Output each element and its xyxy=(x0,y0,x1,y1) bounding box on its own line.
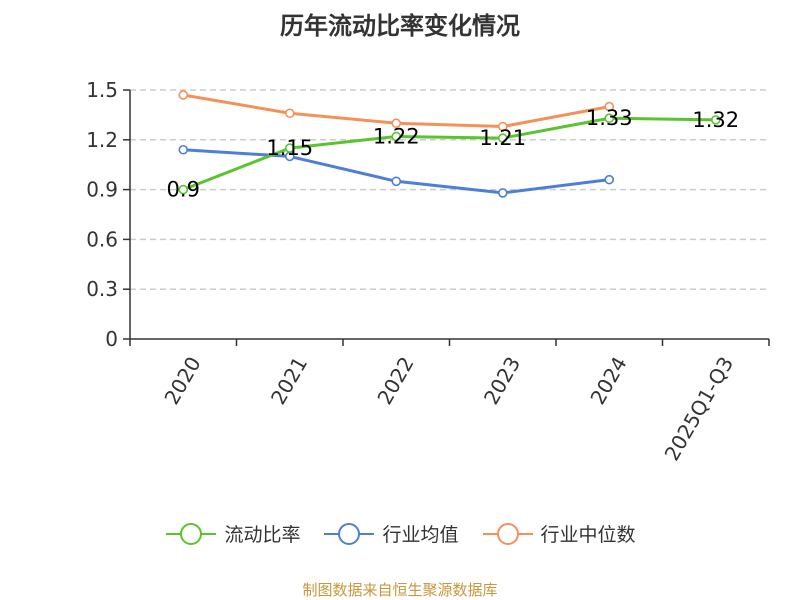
y-tick-label: 0.3 xyxy=(86,277,118,301)
x-tick-label: 2022 xyxy=(372,353,418,409)
y-tick-label: 1.2 xyxy=(86,128,118,152)
data-point[interactable] xyxy=(391,176,402,187)
legend-line-marker-icon xyxy=(324,522,375,545)
data-point[interactable] xyxy=(284,143,295,153)
data-label: 1.33 xyxy=(586,106,633,130)
y-tick-label: 0.6 xyxy=(86,227,118,251)
series-line-1 xyxy=(183,148,610,195)
legend-label: 流动比率 xyxy=(224,524,301,546)
x-tick-label: 2025Q1-Q3 xyxy=(660,353,739,465)
series-line-0 xyxy=(182,116,716,191)
data-point[interactable] xyxy=(391,118,402,128)
data-point[interactable] xyxy=(178,144,189,155)
data-source-note: 制图数据来自恒生聚源数据库 xyxy=(302,581,498,599)
data-point[interactable] xyxy=(178,184,189,195)
data-label: 1.22 xyxy=(373,124,420,148)
data-point[interactable] xyxy=(604,174,615,185)
data-point[interactable] xyxy=(604,113,615,124)
data-point[interactable] xyxy=(710,115,721,125)
x-tick-label: 2020 xyxy=(159,353,205,409)
data-point[interactable] xyxy=(178,90,189,100)
y-tick-label: 1.5 xyxy=(86,78,118,102)
x-tick-label: 2023 xyxy=(479,353,525,409)
data-label: 1.15 xyxy=(266,136,313,160)
legend-item-2[interactable]: 行业中位数 xyxy=(481,520,636,547)
data-point[interactable] xyxy=(497,133,508,143)
data-point[interactable] xyxy=(391,131,402,142)
chart-title: 历年流动比率变化情况 xyxy=(280,12,520,40)
legend-label: 行业中位数 xyxy=(540,524,636,546)
legend-line-marker-icon xyxy=(166,522,217,545)
data-point[interactable] xyxy=(604,101,615,112)
data-point[interactable] xyxy=(284,108,295,119)
legend-item-1[interactable]: 行业均值 xyxy=(322,520,459,547)
data-label: 0.9 xyxy=(167,178,200,202)
data-point[interactable] xyxy=(497,121,508,132)
x-tick-label: 2024 xyxy=(585,353,631,409)
y-tick-label: 0 xyxy=(105,327,118,351)
data-label: 1.32 xyxy=(692,108,739,132)
legend-label: 行业均值 xyxy=(382,524,459,546)
legend-item-0[interactable]: 流动比率 xyxy=(164,520,300,547)
y-tick-label: 0.9 xyxy=(86,178,118,202)
legend-line-marker-icon xyxy=(482,522,533,545)
data-point[interactable] xyxy=(497,188,508,198)
data-label: 1.21 xyxy=(479,126,526,150)
x-tick-label: 2021 xyxy=(266,353,312,409)
chart-legend: 流动比率 行业均值 行业中位数 xyxy=(0,520,800,547)
